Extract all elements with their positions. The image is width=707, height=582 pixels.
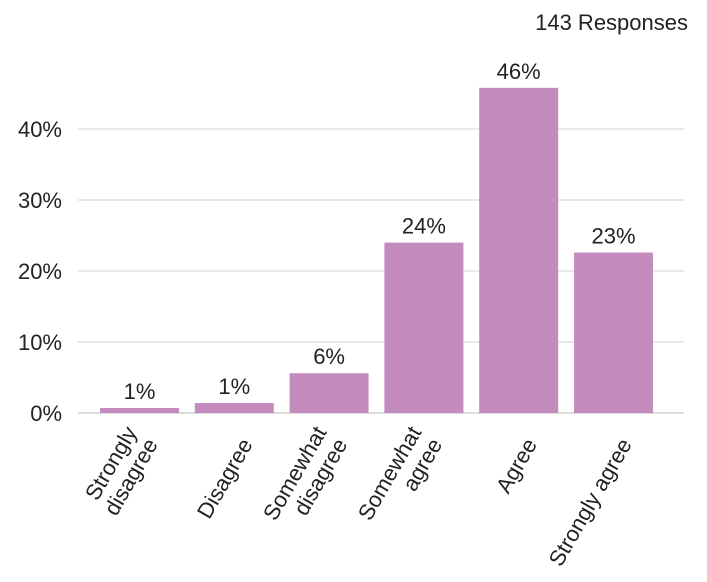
data-label: 23% xyxy=(591,224,635,249)
y-tick-label: 20% xyxy=(18,259,62,284)
x-tick-label: Somewhatdisagree xyxy=(258,422,352,537)
bar xyxy=(384,242,464,413)
bar xyxy=(479,87,559,413)
y-axis: 0% 10% 20% 30% 40% xyxy=(18,117,62,426)
data-label: 1% xyxy=(218,374,250,399)
x-tick-label: Disagree xyxy=(192,434,258,523)
x-tick-label: Stronglydisagree xyxy=(78,422,163,520)
y-tick-label: 40% xyxy=(18,117,62,142)
bar xyxy=(194,403,274,413)
data-label: 1% xyxy=(124,379,156,404)
bar xyxy=(289,373,369,413)
bar xyxy=(100,408,179,413)
responses-count: 143 Responses xyxy=(535,10,688,35)
y-tick-label: 10% xyxy=(18,330,62,355)
data-label: 24% xyxy=(402,214,446,239)
y-tick-label: 0% xyxy=(30,401,62,426)
bar xyxy=(574,252,653,413)
x-tick-label: Agree xyxy=(491,434,542,497)
x-tick-label: Somewhatagree xyxy=(353,422,447,537)
bars xyxy=(100,87,653,413)
y-tick-label: 30% xyxy=(18,188,62,213)
x-axis: Stronglydisagree Disagree Somewhatdisagree… xyxy=(78,422,637,570)
data-label: 46% xyxy=(497,59,541,84)
data-label: 6% xyxy=(313,344,345,369)
data-labels: 1% 1% 6% 24% 46% 23% xyxy=(124,59,636,404)
x-tick-label: Strongly agree xyxy=(544,434,637,570)
